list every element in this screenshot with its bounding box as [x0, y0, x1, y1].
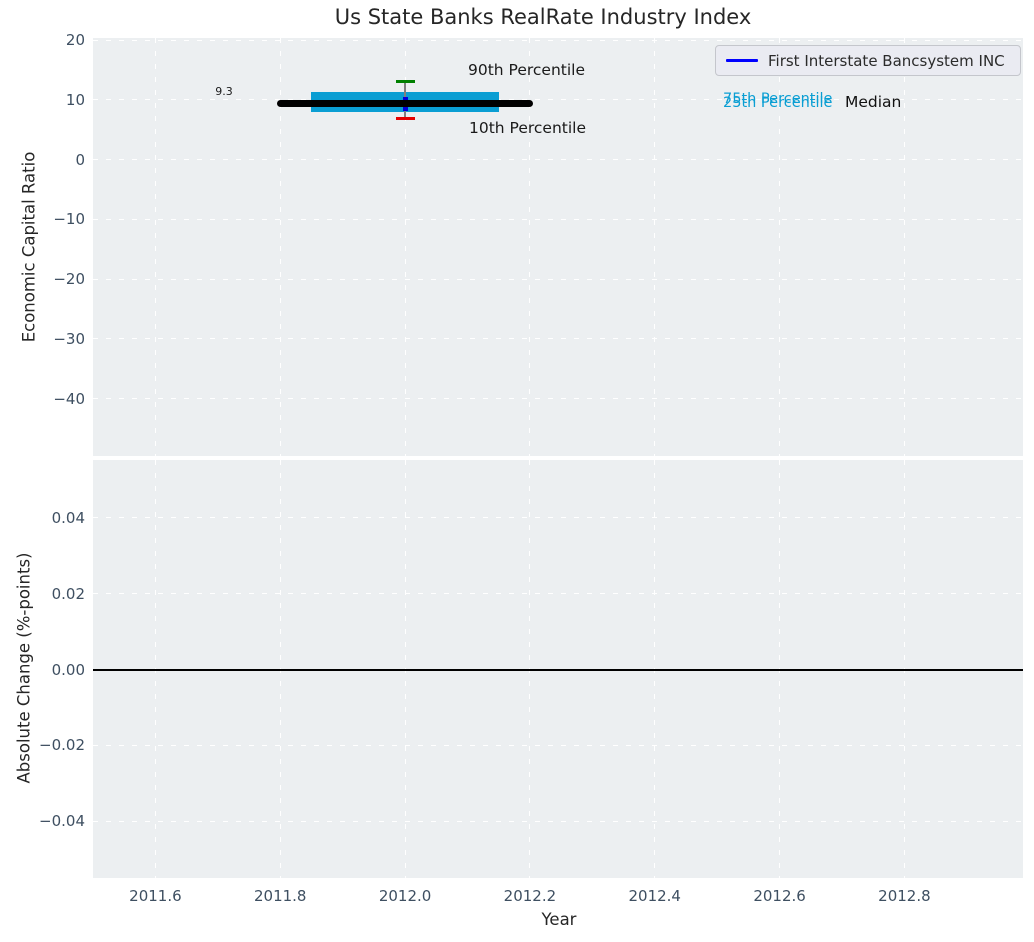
- gridline-horizontal: [93, 278, 1023, 280]
- y-tick-label: 10: [65, 90, 85, 109]
- y-tick-label: −0.02: [39, 736, 85, 755]
- gridline-vertical: [279, 38, 281, 456]
- legend: First Interstate Bancsystem INC: [715, 45, 1021, 76]
- x-tick-label: 2012.2: [503, 887, 557, 905]
- x-tick-label: 2011.8: [253, 887, 307, 905]
- gridline-horizontal: [93, 338, 1023, 340]
- gridline-horizontal: [93, 593, 1023, 595]
- median-value-annotation: 9.3: [215, 85, 233, 98]
- y-tick-label: 0: [75, 150, 85, 169]
- 10th-percentile-annotation: 10th Percentile: [469, 119, 587, 137]
- x-tick-label: 2012.8: [878, 887, 931, 905]
- x-tick-label: 2012.6: [753, 887, 806, 905]
- gridline-vertical: [654, 38, 656, 456]
- median-annotation: Median: [845, 93, 902, 111]
- x-tick-label: 2012.4: [628, 887, 681, 905]
- gridline-horizontal: [93, 218, 1023, 220]
- x-tick-label: 2011.6: [129, 887, 182, 905]
- industry-10th-percentile-cap: [395, 117, 415, 121]
- gridline-vertical: [529, 38, 531, 456]
- industry-median-line: [276, 100, 534, 108]
- gridline-horizontal: [93, 39, 1023, 41]
- industry-90th-percentile-cap: [395, 79, 415, 83]
- 75th-percentile-annotation: 75th Percentile: [723, 91, 833, 107]
- y-tick-label: 0.00: [51, 660, 85, 679]
- y-tick-label: −0.04: [39, 812, 85, 831]
- y-tick-label: 0.02: [51, 584, 85, 603]
- legend-label: First Interstate Bancsystem INC: [768, 51, 1005, 70]
- gridline-horizontal: [93, 820, 1023, 822]
- gridline-horizontal: [93, 99, 1023, 101]
- gridline-horizontal: [93, 159, 1023, 161]
- y-tick-label: 0.04: [51, 508, 85, 527]
- 90th-percentile-annotation: 90th Percentile: [468, 61, 586, 79]
- gridline-horizontal: [93, 398, 1023, 400]
- top-plot-area: [93, 38, 1023, 456]
- y-tick-label: −40: [53, 389, 85, 408]
- gridline-vertical: [154, 38, 156, 456]
- gridline-vertical: [404, 38, 406, 456]
- y-tick-label: 20: [65, 31, 85, 50]
- bottom-plot-area: [93, 460, 1023, 878]
- y-tick-label: −20: [53, 270, 85, 289]
- gridline-horizontal: [93, 744, 1023, 746]
- y-tick-label: −10: [53, 210, 85, 229]
- y-axis-label-economic-capital-ratio: Economic Capital Ratio: [19, 151, 39, 343]
- gridline-vertical: [903, 38, 905, 456]
- x-tick-label: 2012.0: [378, 887, 432, 905]
- chart-title: Us State Banks RealRate Industry Index: [334, 5, 752, 29]
- y-tick-label: −30: [53, 329, 85, 348]
- gridline-vertical: [779, 38, 781, 456]
- legend-line-sample: [726, 59, 758, 62]
- x-axis-label-year: Year: [541, 910, 577, 929]
- 25th-percentile-annotation: 25th Percentile: [723, 95, 833, 111]
- zero-change-baseline: [93, 668, 1023, 671]
- gridline-horizontal: [93, 517, 1023, 519]
